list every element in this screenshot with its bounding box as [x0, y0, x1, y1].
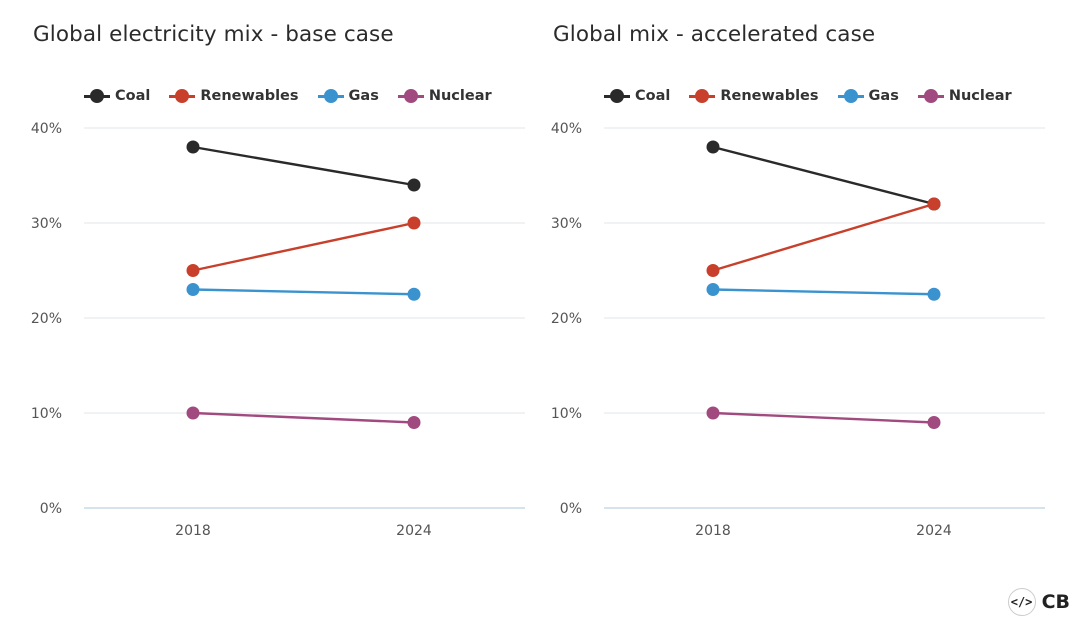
series-line-nuclear: [192, 411, 415, 424]
legend-item-coal[interactable]: Coal: [604, 88, 670, 104]
legend-item-coal[interactable]: Coal: [84, 88, 150, 104]
y-tick-label: 10%: [551, 406, 582, 422]
legend-item-renewables[interactable]: Renewables: [169, 88, 299, 104]
y-tick-label: 0%: [40, 501, 62, 517]
legend-label: Coal: [115, 88, 151, 104]
chart-plot-area: 0% 10% 20% 30% 40% 2018 2024: [31, 121, 525, 539]
chart-panel-base-case: Global electricity mix - base case Coal …: [0, 0, 530, 560]
y-tick-label: 10%: [31, 406, 62, 422]
data-point-coal: [186, 140, 200, 154]
legend-item-renewables[interactable]: Renewables: [689, 88, 819, 104]
legend-label: Nuclear: [948, 88, 1012, 104]
data-point-renewables: [927, 197, 941, 211]
legend-label: Coal: [635, 88, 671, 104]
y-tick-label: 30%: [31, 216, 62, 232]
series-line-nuclear: [712, 411, 935, 424]
brand-logo: </> CB: [1007, 588, 1070, 616]
data-point-renewables: [186, 264, 200, 277]
y-tick-label: 20%: [31, 311, 62, 327]
legend-marker-icon: [84, 89, 110, 103]
legend-item-nuclear[interactable]: Nuclear: [397, 88, 492, 104]
legend-marker-icon: [917, 89, 944, 103]
data-point-renewables: [407, 216, 421, 230]
data-point-coal: [706, 140, 720, 154]
data-point-nuclear: [927, 416, 941, 429]
legend-item-gas[interactable]: Gas: [837, 88, 899, 104]
y-tick-label: 20%: [551, 311, 582, 327]
y-tick-label: 0%: [560, 501, 582, 517]
legend-item-gas[interactable]: Gas: [317, 88, 379, 104]
series-line-coal: [712, 145, 935, 206]
series-line-gas: [192, 288, 415, 296]
data-point-gas: [186, 283, 200, 296]
legend-marker-icon: [837, 89, 864, 103]
data-point-renewables: [706, 264, 720, 277]
code-brackets-icon: </>: [1007, 588, 1036, 616]
chart-title: Global electricity mix - base case: [33, 22, 394, 47]
series-line-renewables: [712, 202, 935, 272]
series-line-gas: [712, 288, 935, 296]
legend-label: Gas: [348, 88, 379, 104]
chart-title: Global mix - accelerated case: [553, 22, 876, 47]
legend-item-nuclear[interactable]: Nuclear: [917, 88, 1012, 104]
legend-marker-icon: [169, 89, 196, 103]
legend-marker-icon: [317, 89, 344, 103]
legend-label: Renewables: [200, 88, 299, 104]
data-point-gas: [407, 287, 421, 301]
data-point-nuclear: [706, 406, 720, 420]
y-tick-label: 40%: [551, 121, 582, 137]
x-tick-label: 2018: [175, 523, 211, 539]
legend-marker-icon: [689, 89, 716, 103]
legend: Coal Renewables Gas Nuclear: [84, 86, 511, 106]
chart-plot-area: 0% 10% 20% 30% 40% 2018 2024: [551, 121, 1045, 539]
legend-marker-icon: [397, 89, 424, 103]
y-tick-label: 40%: [31, 121, 62, 137]
data-point-nuclear: [186, 406, 200, 420]
legend-label: Renewables: [720, 88, 819, 104]
y-tick-label: 30%: [551, 216, 582, 232]
brand-text: CB: [1041, 591, 1070, 613]
series-line-coal: [192, 145, 415, 187]
data-point-gas: [706, 283, 720, 296]
x-tick-label: 2024: [916, 523, 952, 539]
data-point-gas: [927, 287, 941, 301]
legend-label: Nuclear: [428, 88, 492, 104]
series-line-renewables: [192, 221, 415, 272]
data-point-coal: [407, 178, 421, 192]
chart-panel-accelerated-case: Global mix - accelerated case Coal Renew…: [520, 0, 1050, 560]
legend-label: Gas: [868, 88, 899, 104]
legend: Coal Renewables Gas Nuclear: [604, 86, 1031, 106]
data-point-nuclear: [407, 416, 421, 429]
x-tick-label: 2024: [396, 523, 432, 539]
legend-marker-icon: [604, 89, 630, 103]
x-tick-label: 2018: [695, 523, 731, 539]
